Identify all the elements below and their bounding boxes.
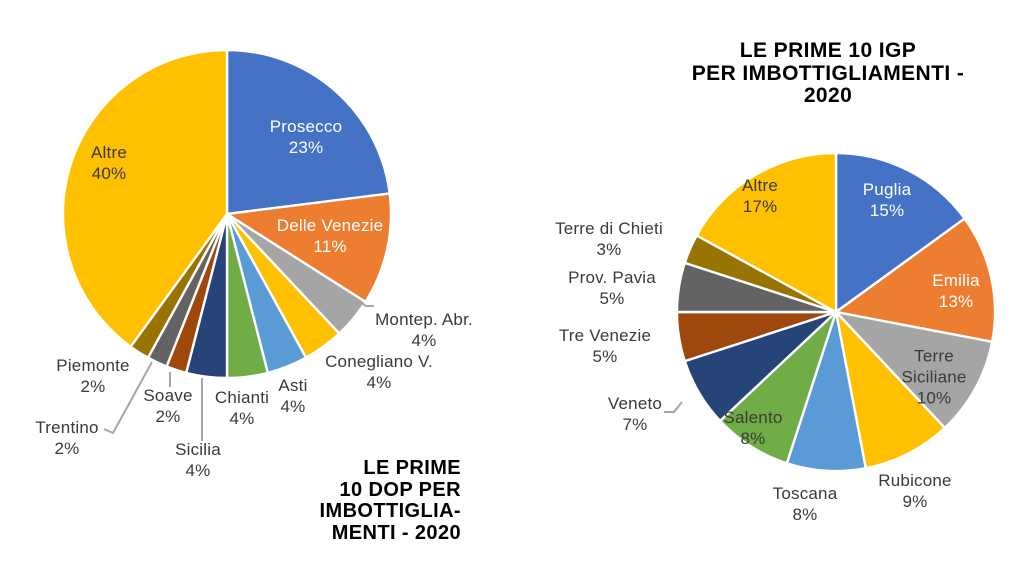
slice-label-montep-abr: Montep. Abr. 4% [375, 310, 473, 350]
igp-chart-title: LE PRIME 10 IGP PER IMBOTTIGLIAMENTI - 2… [691, 39, 965, 107]
slice-label-veneto: Veneto 7% [607, 394, 663, 434]
slice-label-emilia: Emilia 13% [932, 271, 980, 311]
pie-slice-rubicone [834, 310, 947, 470]
slice-label-prov-pavia: Prov. Pavia 5% [568, 268, 656, 308]
slice-label-altre: Altre 40% [91, 143, 127, 183]
slice-label-salento: Salento 8% [723, 408, 783, 448]
pie-slice-delle-venezie [225, 192, 393, 304]
pie-slice-emilia [834, 217, 997, 343]
pie-slice-prosecco [225, 48, 391, 216]
slice-label-asti: Asti 4% [278, 376, 308, 416]
slice-label-piemonte: Piemonte 2% [56, 356, 130, 396]
slice-label-sicilia: Sicilia 4% [175, 440, 221, 480]
slice-label-puglia: Puglia 15% [862, 180, 912, 220]
slice-label-toscana: Toscana 8% [772, 484, 838, 524]
slice-label-soave: Soave 2% [143, 386, 193, 426]
dop-pie [61, 48, 393, 441]
pie-slice-altre [61, 48, 229, 348]
leader-line-montep-abr [351, 296, 374, 307]
slice-label-terre-siciliane: Terre Siciliane 10% [901, 346, 967, 408]
dop-chart-title: LE PRIME 10 DOP PER IMBOTTIGLIA- MENTI -… [319, 457, 461, 544]
leader-line-trentino [103, 361, 153, 435]
slice-label-chianti: Chianti 4% [214, 388, 270, 428]
igp-pie [664, 151, 997, 473]
pie-slice-puglia [834, 151, 966, 314]
slice-label-altre: Altre 17% [742, 176, 778, 216]
slice-label-tre-venezie: Tre Venezie 5% [558, 326, 652, 366]
slice-label-terre-di-chieti: Terre di Chieti 3% [555, 219, 663, 259]
slice-label-prosecco: Prosecco 23% [269, 117, 343, 157]
pie-slice-altre [695, 151, 838, 314]
pie-slice-terre-siciliane [834, 310, 994, 430]
slice-label-trentino: Trentino 2% [35, 418, 99, 458]
leader-line-veneto [664, 401, 683, 413]
slice-label-delle-venezie: Delle Venezie 11% [276, 216, 384, 256]
slice-label-rubicone: Rubicone 9% [878, 471, 952, 511]
slice-label-conegliano-v: Conegliano V. 4% [325, 352, 433, 392]
